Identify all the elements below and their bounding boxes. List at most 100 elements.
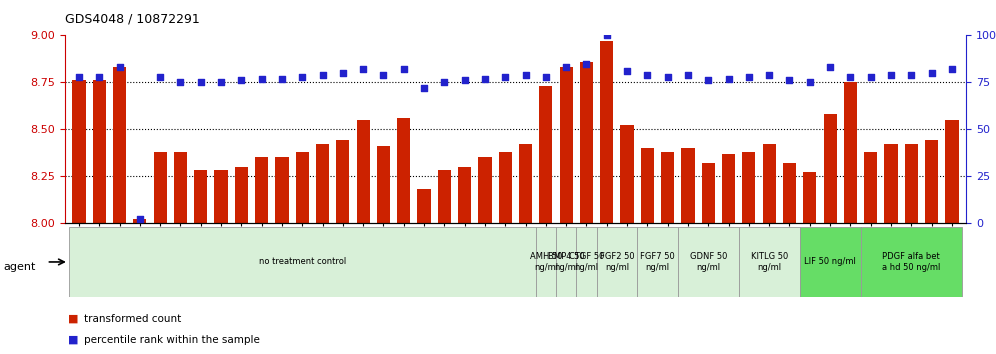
Bar <box>884 144 897 223</box>
Point <box>436 79 452 85</box>
Point <box>944 66 960 72</box>
Bar <box>113 67 126 223</box>
Point <box>923 70 939 76</box>
Point <box>92 74 108 80</box>
Point <box>477 76 493 81</box>
Bar <box>742 152 756 223</box>
Bar <box>69 227 536 297</box>
Point <box>620 68 635 74</box>
Text: GDS4048 / 10872291: GDS4048 / 10872291 <box>65 12 199 25</box>
Text: transformed count: transformed count <box>84 314 181 324</box>
Bar <box>73 80 86 223</box>
Bar <box>861 227 962 297</box>
Bar <box>601 41 614 223</box>
Bar <box>904 144 918 223</box>
Bar <box>536 227 556 297</box>
Text: CTGF 50
ng/ml: CTGF 50 ng/ml <box>569 252 605 272</box>
Point <box>700 78 716 83</box>
Bar <box>637 227 678 297</box>
Point <box>903 72 919 78</box>
Bar <box>153 152 166 223</box>
Bar <box>844 82 857 223</box>
Bar <box>722 154 735 223</box>
Point <box>538 74 554 80</box>
Bar <box>235 167 248 223</box>
Point <box>335 70 351 76</box>
Point <box>294 74 310 80</box>
Point <box>233 78 249 83</box>
Point <box>497 74 513 80</box>
Bar <box>357 120 370 223</box>
Bar <box>316 144 329 223</box>
Point <box>213 79 229 85</box>
Point <box>782 78 798 83</box>
Bar <box>397 118 410 223</box>
Text: BMP4 50
ng/ml: BMP4 50 ng/ml <box>548 252 585 272</box>
Bar <box>577 227 597 297</box>
Bar <box>133 219 146 223</box>
Bar <box>640 148 654 223</box>
Point <box>822 64 838 70</box>
Point <box>152 74 168 80</box>
Bar <box>214 171 228 223</box>
Point <box>274 76 290 81</box>
Point <box>741 74 757 80</box>
Point <box>680 72 696 78</box>
Text: LIF 50 ng/ml: LIF 50 ng/ml <box>804 257 856 267</box>
Bar <box>499 152 512 223</box>
Point <box>193 79 209 85</box>
Point <box>254 76 270 81</box>
Point <box>518 72 534 78</box>
Text: KITLG 50
ng/ml: KITLG 50 ng/ml <box>751 252 788 272</box>
Text: GDNF 50
ng/ml: GDNF 50 ng/ml <box>689 252 727 272</box>
Text: AMH 50
ng/ml: AMH 50 ng/ml <box>530 252 562 272</box>
Bar <box>681 148 694 223</box>
Text: ■: ■ <box>68 314 79 324</box>
Bar <box>417 189 430 223</box>
Bar <box>800 227 861 297</box>
Bar <box>458 167 471 223</box>
Point <box>883 72 899 78</box>
Point <box>375 72 391 78</box>
Bar <box>661 152 674 223</box>
Text: percentile rank within the sample: percentile rank within the sample <box>84 335 260 345</box>
Bar <box>783 163 796 223</box>
Text: FGF7 50
ng/ml: FGF7 50 ng/ml <box>640 252 675 272</box>
Bar <box>678 227 739 297</box>
Bar <box>296 152 309 223</box>
Text: agent: agent <box>3 262 36 272</box>
Text: FGF2 50
ng/ml: FGF2 50 ng/ml <box>600 252 634 272</box>
Text: ■: ■ <box>68 335 79 345</box>
Point <box>639 72 655 78</box>
Point <box>659 74 675 80</box>
Bar <box>255 158 268 223</box>
Point <box>457 78 473 83</box>
Bar <box>824 114 837 223</box>
Text: PDGF alfa bet
a hd 50 ng/ml: PDGF alfa bet a hd 50 ng/ml <box>882 252 940 272</box>
Bar <box>93 80 106 223</box>
Bar <box>580 62 593 223</box>
Point <box>599 33 615 38</box>
Bar <box>925 141 938 223</box>
Bar <box>194 171 207 223</box>
Point <box>112 64 127 70</box>
Bar <box>597 227 637 297</box>
Bar <box>519 144 532 223</box>
Bar <box>803 172 817 223</box>
Point <box>558 64 574 70</box>
Point <box>721 76 737 81</box>
Bar <box>865 152 877 223</box>
Point <box>71 74 87 80</box>
Point <box>579 61 595 67</box>
Bar <box>337 141 350 223</box>
Bar <box>945 120 958 223</box>
Bar <box>478 158 492 223</box>
Point <box>131 216 147 222</box>
Point <box>761 72 777 78</box>
Point <box>315 72 331 78</box>
Bar <box>174 152 187 223</box>
Bar <box>702 163 715 223</box>
Bar <box>621 125 633 223</box>
Point <box>172 79 188 85</box>
Point <box>416 85 432 91</box>
